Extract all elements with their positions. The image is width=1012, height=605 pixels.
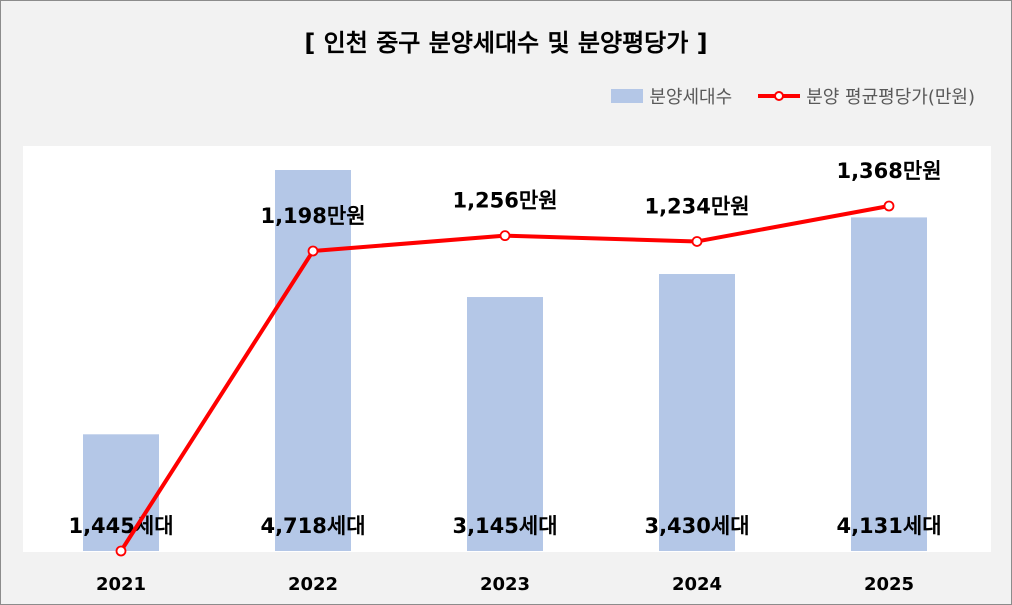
bar-2025 bbox=[851, 217, 927, 551]
bar-2024 bbox=[659, 274, 735, 551]
price-label-2025: 1,368만원 bbox=[836, 159, 941, 183]
price-label-2023: 1,256만원 bbox=[452, 189, 557, 213]
price-point-2025 bbox=[883, 200, 895, 212]
price-point-2022 bbox=[307, 245, 319, 257]
price-point-2024 bbox=[691, 236, 703, 247]
legend-label-units: 분양세대수 bbox=[649, 87, 733, 108]
legend: 분양세대수 분양 평균평당가(만원) bbox=[585, 83, 975, 109]
x-axis-ticks: 2021 2022 2023 2024 2025 bbox=[96, 574, 914, 595]
legend-item-price: 분양 평균평당가(만원) bbox=[758, 83, 975, 109]
x-tick-2022: 2022 bbox=[288, 574, 338, 595]
bar-label-2025: 4,131세대 bbox=[836, 514, 941, 538]
price-label-2022: 1,198만원 bbox=[260, 204, 365, 228]
bar-series bbox=[83, 170, 927, 551]
bar-label-2023: 3,145세대 bbox=[452, 514, 557, 538]
legend-bar-swatch bbox=[611, 89, 644, 103]
x-tick-2025: 2025 bbox=[864, 574, 914, 595]
x-tick-2023: 2023 bbox=[480, 574, 530, 595]
x-tick-2024: 2024 bbox=[672, 574, 722, 595]
bar-label-group: 1,445세대 4,718세대 3,145세대 3,430세대 4,131세대 bbox=[68, 514, 941, 538]
bar-label-2024: 3,430세대 bbox=[644, 514, 749, 538]
line-label-group: 1,198만원 1,256만원 1,234만원 1,368만원 bbox=[260, 159, 941, 228]
bar-2023 bbox=[467, 297, 543, 551]
bar-2021 bbox=[83, 434, 159, 551]
price-label-2024: 1,234만원 bbox=[644, 194, 749, 218]
price-point-2023 bbox=[499, 230, 511, 242]
legend-line-swatch bbox=[758, 89, 801, 103]
chart-title: [ 인천 중구 분양세대수 및 분양평당가 ] bbox=[304, 29, 708, 57]
bar-label-2021: 1,445세대 bbox=[68, 514, 173, 538]
price-point-2021 bbox=[115, 545, 127, 557]
legend-item-units: 분양세대수 bbox=[611, 83, 732, 109]
line-series bbox=[115, 200, 895, 557]
bar-label-2022: 4,718세대 bbox=[260, 514, 365, 538]
x-tick-2021: 2021 bbox=[96, 574, 146, 595]
bar-2022 bbox=[275, 170, 351, 551]
legend-label-price: 분양 평균평당가(만원) bbox=[806, 87, 975, 108]
